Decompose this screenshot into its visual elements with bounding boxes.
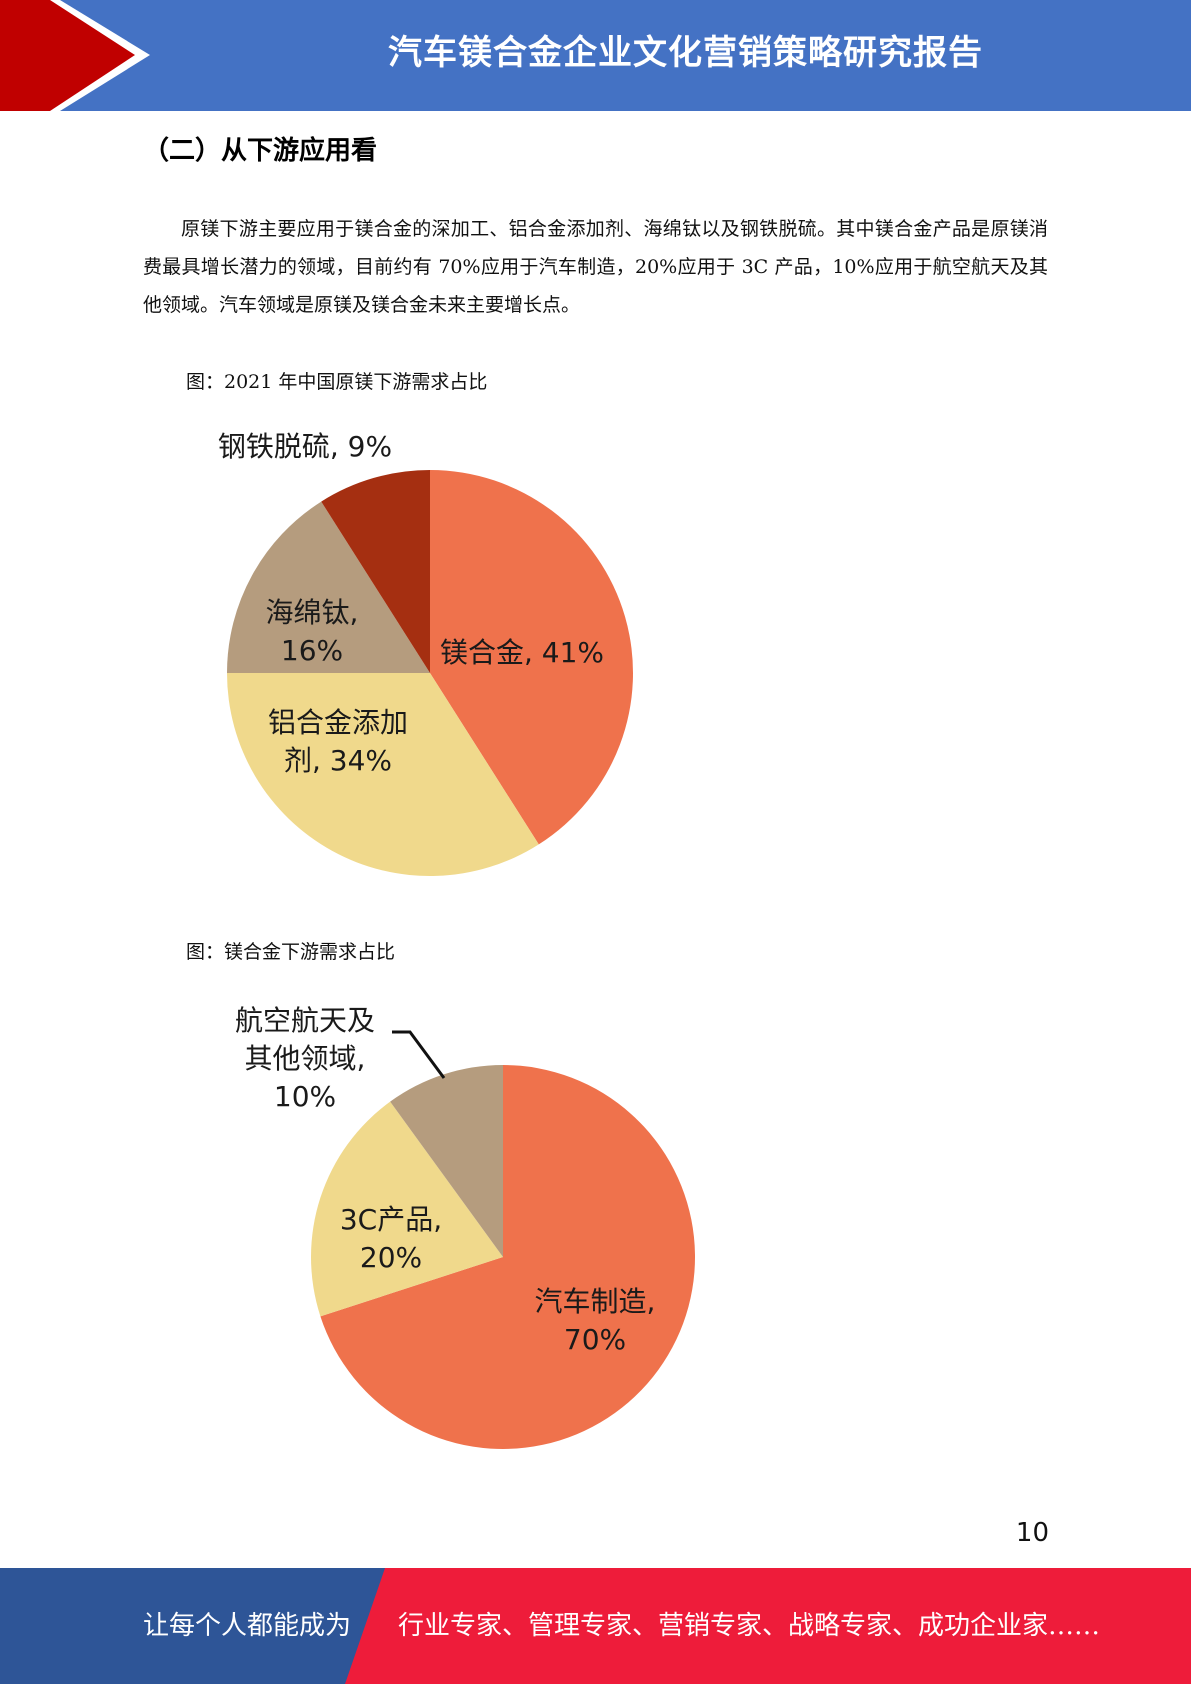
pie-chart-magnesium-alloy: 汽车制造, 70% 3C产品, 20% 航空航天及其他领域, 10% <box>0 995 1191 1465</box>
footer-banner-shape <box>0 1568 1191 1684</box>
pie2-slice-2 <box>390 1065 503 1257</box>
pie1-slice-3 <box>321 470 430 673</box>
pie1-label-3: 钢铁脱硫, 9% <box>218 430 392 463</box>
page-header: 汽车镁合金企业文化营销策略研究报告 <box>0 0 1191 111</box>
pie1-label-0: 镁合金, 41% <box>440 636 604 669</box>
pie1-label-1: 铝合金添加剂, 34% <box>268 706 408 777</box>
page-number: 10 <box>1015 1518 1049 1548</box>
body-paragraph: 原镁下游主要应用于镁合金的深加工、铝合金添加剂、海绵钛以及钢铁脱硫。其中镁合金产… <box>143 218 1048 316</box>
pie2-label-1: 3C产品, 20% <box>340 1203 442 1274</box>
pie2-slice-1 <box>311 1101 503 1317</box>
pie1-label-2: 海绵钛, 16% <box>266 596 359 667</box>
page-footer: 让每个人都能成为 行业专家、管理专家、营销专家、战略专家、成功企业家…… <box>0 1568 1191 1684</box>
pie1-slice-0 <box>430 470 633 845</box>
section-heading: （二）从下游应用看 <box>143 136 378 166</box>
pie2-label-0: 汽车制造, 70% <box>535 1285 656 1356</box>
pie2-slice-0 <box>320 1065 696 1449</box>
document-title: 汽车镁合金企业文化营销策略研究报告 <box>388 33 983 73</box>
header-banner-shape <box>0 0 1191 111</box>
figure-caption-1: 图：2021 年中国原镁下游需求占比 <box>186 371 488 393</box>
pie-chart-raw-magnesium: 镁合金, 41% 铝合金添加剂, 34% 海绵钛, 16% 钢铁脱硫, 9% <box>0 420 1191 890</box>
pie-chart-svg-1: 镁合金, 41% 铝合金添加剂, 34% 海绵钛, 16% 钢铁脱硫, 9% <box>218 430 633 876</box>
pie2-label-2: 航空航天及其他领域, 10% <box>235 1004 375 1113</box>
pie-chart-svg-2: 汽车制造, 70% 3C产品, 20% 航空航天及其他领域, 10% <box>235 1004 696 1449</box>
pie2-leader-line-0 <box>392 1030 446 1079</box>
footer-slogan-left: 让每个人都能成为 <box>143 1611 352 1641</box>
footer-slogan-right: 行业专家、管理专家、营销专家、战略专家、成功企业家…… <box>398 1611 1101 1641</box>
pie1-slice-2 <box>227 501 430 673</box>
figure-caption-2: 图：镁合金下游需求占比 <box>186 941 396 963</box>
pie1-slice-1 <box>227 673 539 876</box>
